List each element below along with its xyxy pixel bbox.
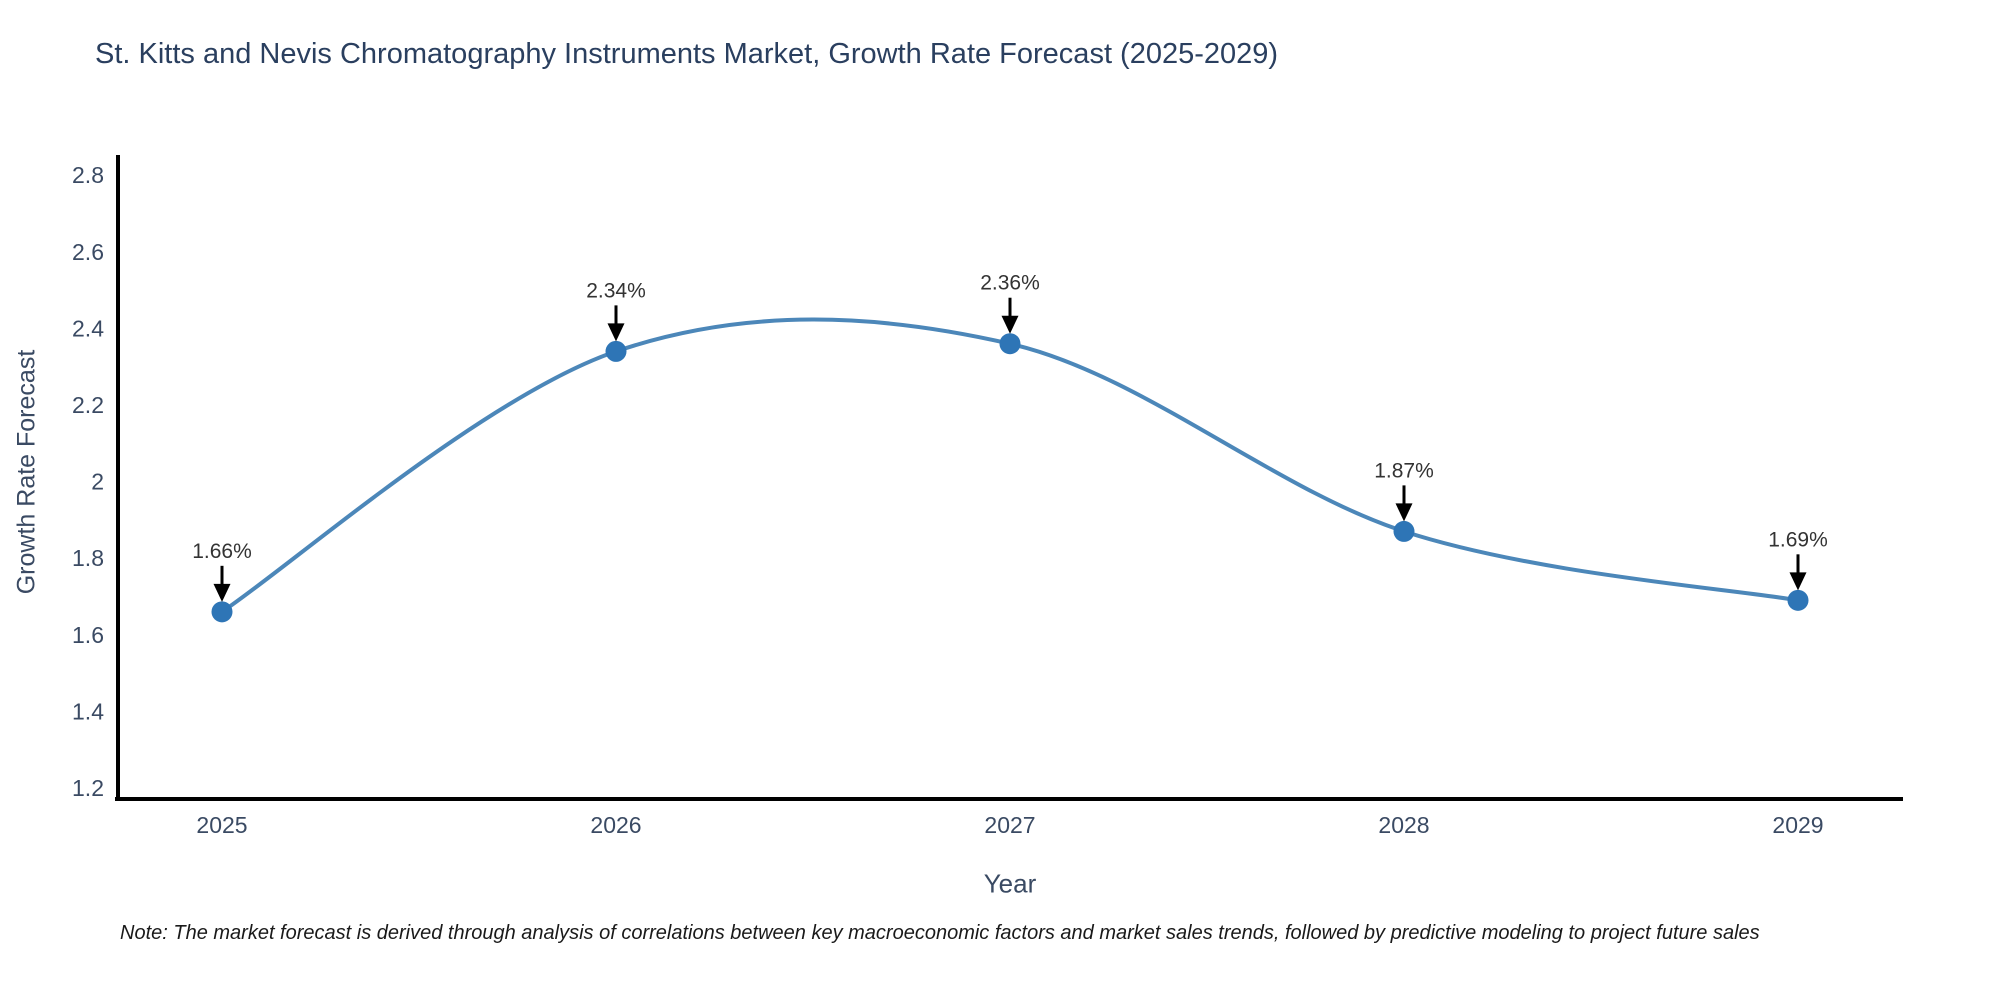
annotation-label: 1.87% <box>1374 459 1434 482</box>
annotation-label: 2.34% <box>586 279 646 302</box>
y-tick-label: 2.8 <box>72 162 104 188</box>
data-point-marker[interactable] <box>999 333 1021 355</box>
annotation-label: 2.36% <box>980 272 1040 295</box>
y-tick-label: 1.2 <box>72 775 104 801</box>
note-text: Note: The market forecast is derived thr… <box>120 922 1760 944</box>
annotation-label: 1.66% <box>192 540 252 563</box>
annotation-arrowhead <box>1789 572 1807 591</box>
x-axis-title: Year <box>983 868 1037 899</box>
annotation-label: 1.69% <box>1768 528 1828 551</box>
series-line <box>220 317 1800 614</box>
annotation-arrowhead <box>1395 503 1413 522</box>
data-point-marker[interactable] <box>211 601 233 623</box>
x-tick-label: 2029 <box>1772 812 1823 838</box>
data-point-marker[interactable] <box>1393 520 1415 542</box>
y-tick-label: 2.2 <box>72 392 104 418</box>
data-point-marker[interactable] <box>1787 589 1809 611</box>
x-tick-label: 2026 <box>590 812 641 838</box>
y-tick-label: 2.4 <box>72 315 104 341</box>
data-point-marker[interactable] <box>605 340 627 362</box>
x-tick-label: 2027 <box>984 812 1035 838</box>
y-tick-label: 1.6 <box>72 622 104 648</box>
y-tick-label: 2.6 <box>72 239 104 265</box>
annotation-arrowhead <box>1001 315 1019 334</box>
annotation-arrowhead <box>213 583 231 602</box>
y-tick-label: 1.8 <box>72 545 104 571</box>
annotation-arrowhead <box>607 323 625 342</box>
y-tick-label: 1.4 <box>72 698 104 724</box>
y-tick-label: 2 <box>91 469 104 495</box>
x-tick-label: 2025 <box>196 812 247 838</box>
chart-title: St. Kitts and Nevis Chromatography Instr… <box>95 38 1279 70</box>
x-tick-label: 2028 <box>1378 812 1429 838</box>
y-axis-title: Growth Rate Forecast <box>12 349 41 595</box>
